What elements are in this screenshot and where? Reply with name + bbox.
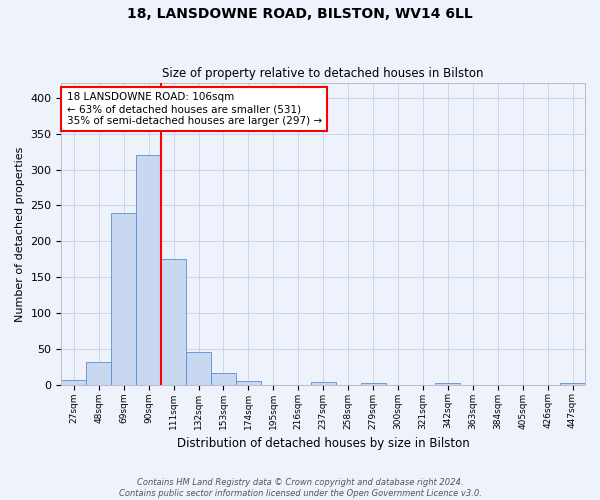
Title: Size of property relative to detached houses in Bilston: Size of property relative to detached ho… bbox=[163, 66, 484, 80]
Bar bbox=[211, 373, 236, 384]
Bar bbox=[186, 352, 211, 384]
Bar bbox=[161, 259, 186, 384]
Y-axis label: Number of detached properties: Number of detached properties bbox=[15, 146, 25, 322]
Bar bbox=[86, 362, 111, 384]
Text: 18, LANSDOWNE ROAD, BILSTON, WV14 6LL: 18, LANSDOWNE ROAD, BILSTON, WV14 6LL bbox=[127, 8, 473, 22]
Text: Contains HM Land Registry data © Crown copyright and database right 2024.
Contai: Contains HM Land Registry data © Crown c… bbox=[119, 478, 481, 498]
Bar bbox=[136, 155, 161, 384]
Bar bbox=[111, 214, 136, 384]
Text: 18 LANSDOWNE ROAD: 106sqm
← 63% of detached houses are smaller (531)
35% of semi: 18 LANSDOWNE ROAD: 106sqm ← 63% of detac… bbox=[67, 92, 322, 126]
Bar bbox=[436, 382, 460, 384]
X-axis label: Distribution of detached houses by size in Bilston: Distribution of detached houses by size … bbox=[177, 437, 470, 450]
Bar bbox=[311, 382, 335, 384]
Bar bbox=[560, 382, 585, 384]
Bar bbox=[61, 380, 86, 384]
Bar bbox=[236, 381, 261, 384]
Bar bbox=[361, 382, 386, 384]
